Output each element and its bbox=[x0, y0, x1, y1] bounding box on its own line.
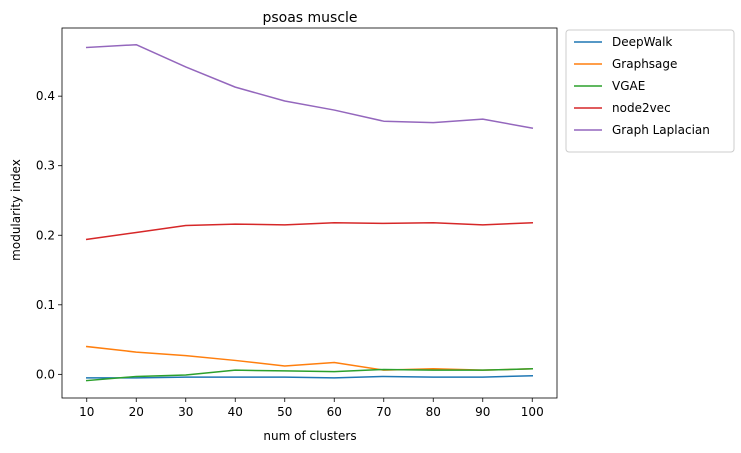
x-tick-label: 70 bbox=[376, 405, 391, 419]
series-line-4 bbox=[85, 43, 534, 130]
x-tick-label: 90 bbox=[475, 405, 490, 419]
legend-label-3: node2vec bbox=[612, 101, 671, 115]
series-line-0 bbox=[86, 374, 534, 379]
x-tick-label: 60 bbox=[327, 405, 342, 419]
x-tick-label: 80 bbox=[426, 405, 441, 419]
x-axis-title: num of clusters bbox=[263, 429, 356, 443]
y-tick-label: 0.2 bbox=[36, 228, 55, 242]
series-line-3 bbox=[85, 221, 534, 241]
legend: DeepWalk Graphsage VGAE node2vec Graph Lapla… bbox=[565, 29, 735, 153]
axes-frame bbox=[61, 27, 558, 399]
legend-label-4: Graph Laplacian bbox=[612, 123, 710, 137]
legend-label-1: Graphsage bbox=[612, 57, 677, 71]
x-tick-label: 10 bbox=[79, 405, 94, 419]
legend-label-2: VGAE bbox=[612, 79, 645, 93]
y-tick-label: 0.0 bbox=[36, 367, 55, 381]
y-tick-label: 0.3 bbox=[36, 159, 55, 173]
chart-title: psoas muscle bbox=[262, 10, 357, 26]
legend-label-0: DeepWalk bbox=[612, 35, 672, 49]
y-tick-label: 0.1 bbox=[36, 298, 55, 312]
plot-area: 10 20 30 40 50 60 70 80 90 100 0.0 0.1 0.2 0.3 0.4 bbox=[36, 27, 558, 419]
series-line-2 bbox=[85, 368, 534, 382]
x-tick-label: 20 bbox=[129, 405, 144, 419]
series-line-1 bbox=[85, 345, 534, 371]
x-tick-label: 30 bbox=[178, 405, 193, 419]
x-tick-label: 100 bbox=[521, 405, 544, 419]
y-tick-label: 0.4 bbox=[36, 89, 55, 103]
y-axis-title: modularity index bbox=[9, 159, 23, 261]
x-tick-label: 40 bbox=[228, 405, 243, 419]
legend-box bbox=[565, 29, 735, 153]
x-tick-label: 50 bbox=[277, 405, 292, 419]
